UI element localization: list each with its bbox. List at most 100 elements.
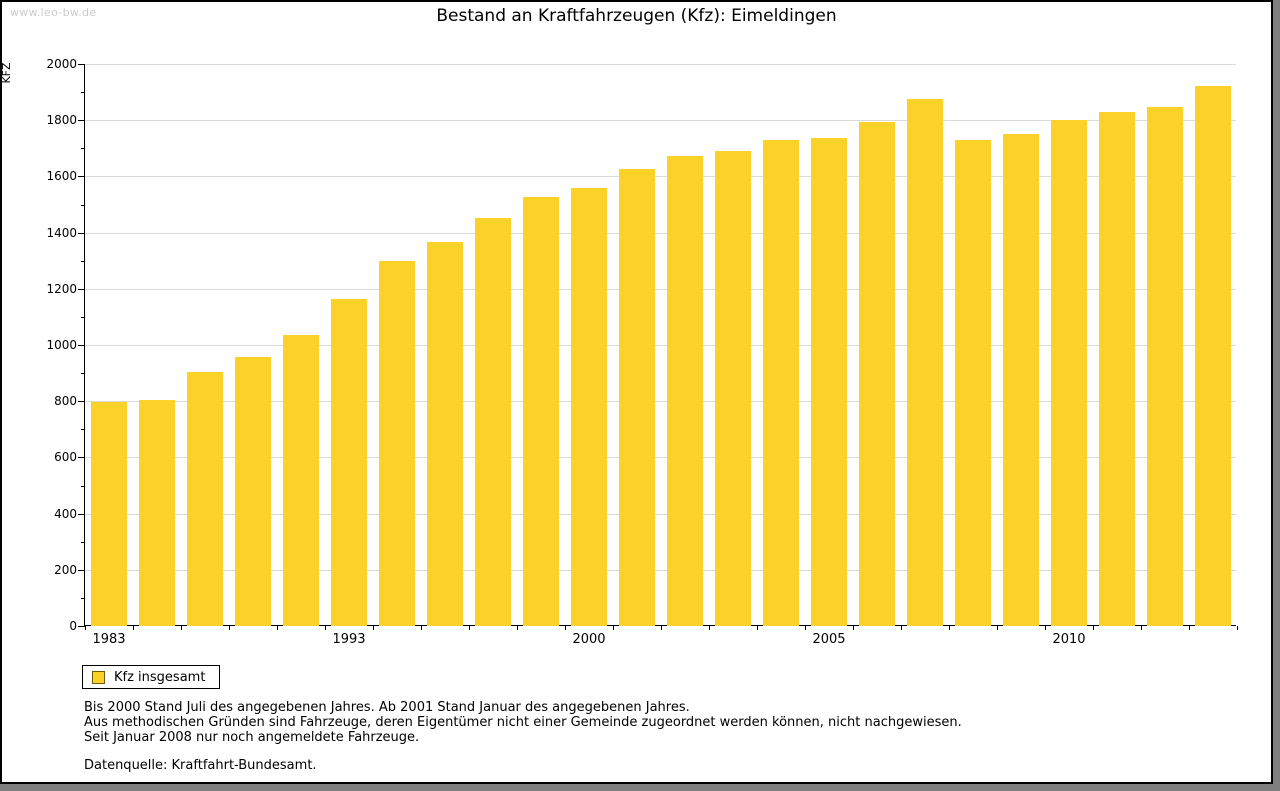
- gridline-1600: [85, 176, 1236, 178]
- plot-area: 0 200 400 600 800 1000 1200 1400 1600 1800 2000 19…: [46, 57, 1238, 647]
- legend-swatch-icon: [92, 670, 105, 684]
- y-tick-700: [81, 429, 85, 431]
- footnote-source: Datenquelle: Kraftfahrt-Bundesamt.: [84, 758, 317, 773]
- gridline-1000: [85, 345, 1236, 346]
- y-tick-label-1800: 1800: [46, 113, 77, 128]
- y-tick-label-600: 600: [54, 450, 77, 465]
- footnotes: Bis 2000 Stand Juli des angegebenen Jahr…: [84, 700, 962, 773]
- footnote-line: Seit Januar 2008 nur noch angemeldete Fa…: [84, 730, 420, 745]
- bar-1995: [379, 260, 415, 626]
- chart-title: Bestand an Kraftfahrzeugen (Kfz): Eimeld…: [436, 6, 837, 26]
- y-tick-1700: [81, 148, 85, 150]
- x-tick-13: [709, 626, 710, 630]
- footnote-line: Bis 2000 Stand Juli des angegebenen Jahr…: [84, 700, 690, 715]
- bar-2000: [571, 187, 607, 626]
- x-tick-3: [229, 626, 230, 630]
- y-tick-0: [78, 626, 85, 627]
- bar-2009: [1003, 134, 1039, 626]
- bar-2001: [619, 168, 655, 626]
- bar-1983: [91, 402, 127, 626]
- y-tick-100: [81, 597, 85, 599]
- x-tick-16: [853, 626, 854, 630]
- x-tick-18: [949, 626, 950, 630]
- x-tick-21: [1093, 626, 1094, 630]
- bar-2007: [907, 99, 943, 626]
- y-tick-600: [78, 457, 85, 459]
- gridline-1800: [85, 120, 1236, 122]
- bar-1999: [523, 197, 559, 626]
- x-tick-4: [277, 626, 278, 630]
- bar-2013: [1195, 86, 1231, 626]
- legend: Kfz insgesamt: [82, 665, 221, 689]
- gridline-800: [85, 401, 1236, 403]
- y-axis-title: KFZ: [0, 62, 13, 84]
- x-tick-7: [421, 626, 422, 630]
- y-tick-label-1600: 1600: [46, 169, 77, 184]
- y-tick-label-400: 400: [54, 506, 77, 521]
- x-tick-label-2000: 2000: [572, 632, 606, 647]
- x-tick-5: [325, 626, 326, 630]
- y-tick-900: [81, 373, 85, 375]
- bar-2003: [715, 150, 751, 626]
- gridline-1200: [85, 288, 1236, 290]
- footnote-line: Aus methodischen Gründen sind Fahrzeuge,…: [84, 715, 962, 730]
- y-tick-1000: [78, 345, 85, 346]
- bar-1985: [139, 399, 175, 626]
- bar-2012: [1147, 106, 1183, 626]
- gridline-600: [85, 457, 1236, 459]
- x-tick-22: [1141, 626, 1142, 630]
- x-tick-11: [613, 626, 614, 630]
- bar-2002: [667, 156, 703, 626]
- x-tick-9: [517, 626, 518, 630]
- bar-1991: [283, 334, 319, 626]
- bar-2008: [955, 140, 991, 626]
- x-tick-label-1993: 1993: [332, 632, 366, 647]
- bar-2004: [763, 140, 799, 626]
- x-tick-0: [85, 626, 86, 630]
- watermark: www.leo-bw.de: [10, 6, 97, 19]
- x-tick-label-2005: 2005: [812, 632, 846, 647]
- x-tick-19: [997, 626, 998, 630]
- x-tick-label-2010: 2010: [1052, 632, 1086, 647]
- gridline-1400: [85, 232, 1236, 234]
- y-tick-800: [78, 401, 85, 403]
- y-tick-1100: [81, 316, 85, 318]
- x-tick-20: [1045, 626, 1046, 630]
- gridline-200: [85, 569, 1236, 571]
- bar-2006: [859, 122, 895, 626]
- y-tick-300: [81, 541, 85, 543]
- x-tick-1: [133, 626, 134, 630]
- bar-1987: [187, 372, 223, 626]
- x-tick-10: [565, 626, 566, 630]
- x-tick-6: [373, 626, 374, 630]
- gridline-400: [85, 513, 1236, 515]
- y-tick-label-200: 200: [54, 562, 77, 577]
- y-tick-label-1000: 1000: [46, 338, 77, 352]
- y-tick-1500: [81, 204, 85, 206]
- y-tick-400: [78, 513, 85, 515]
- bar-1997: [427, 242, 463, 626]
- y-tick-label-1400: 1400: [46, 225, 77, 240]
- y-tick-1800: [78, 120, 85, 122]
- bar-2005: [811, 138, 847, 626]
- legend-label: Kfz insgesamt: [114, 669, 206, 685]
- x-tick-24: [1237, 626, 1238, 630]
- y-tick-1200: [78, 288, 85, 290]
- y-tick-200: [78, 569, 85, 571]
- bar-1998: [475, 217, 511, 626]
- bar-1993: [331, 299, 367, 626]
- y-tick-label-2000: 2000: [46, 57, 77, 71]
- y-tick-label-800: 800: [54, 394, 77, 409]
- bar-1989: [235, 356, 271, 626]
- bar-2011: [1099, 112, 1135, 626]
- x-tick-2: [181, 626, 182, 630]
- x-tick-14: [757, 626, 758, 630]
- y-tick-1300: [81, 260, 85, 262]
- x-tick-17: [901, 626, 902, 630]
- x-tick-23: [1189, 626, 1190, 630]
- y-tick-2000: [78, 64, 85, 65]
- gridline-2000: [85, 64, 1236, 65]
- x-tick-8: [469, 626, 470, 630]
- y-tick-label-0: 0: [69, 619, 77, 633]
